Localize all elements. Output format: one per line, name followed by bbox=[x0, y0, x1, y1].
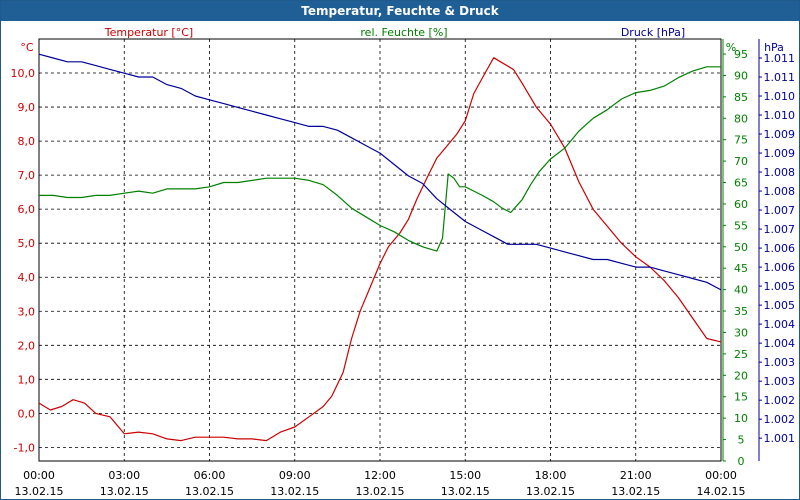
x-tick-time-label: 00:00 bbox=[23, 469, 55, 482]
pressure-tick-label: 1.006 bbox=[764, 261, 796, 274]
humidity-tick-label: 25 bbox=[734, 348, 748, 361]
humidity-tick-label: 80 bbox=[734, 112, 748, 125]
pressure-tick-label: 1.001 bbox=[764, 432, 796, 445]
humidity-tick-label: 15 bbox=[734, 391, 748, 404]
pressure-tick-label: 1.002 bbox=[764, 394, 796, 407]
temperature-tick-label: 2,0 bbox=[18, 339, 36, 352]
pressure-tick-label: 1.010 bbox=[764, 90, 796, 103]
temperature-tick-label: 9,0 bbox=[18, 101, 36, 114]
x-tick-time-label: 21:00 bbox=[620, 469, 652, 482]
humidity-tick-label: 30 bbox=[734, 326, 748, 339]
temperature-tick-label: 0,0 bbox=[18, 407, 36, 420]
pressure-tick-label: 1.005 bbox=[764, 299, 796, 312]
x-tick-date-label: 14.02.15 bbox=[697, 485, 746, 498]
temperature-series-label: Temperatur [°C] bbox=[104, 26, 193, 39]
humidity-tick-label: 10 bbox=[734, 412, 748, 425]
temperature-tick-label: 7,0 bbox=[18, 169, 36, 182]
x-tick-date-label: 13.02.15 bbox=[356, 485, 405, 498]
temperature-tick-label: 6,0 bbox=[18, 203, 36, 216]
humidity-tick-label: 55 bbox=[734, 219, 748, 232]
humidity-tick-label: 50 bbox=[734, 241, 748, 254]
pressure-tick-label: 1.004 bbox=[764, 318, 796, 331]
series-line-humidity bbox=[39, 66, 721, 252]
pressure-tick-label: 1.011 bbox=[764, 52, 796, 65]
x-tick-time-label: 18:00 bbox=[535, 469, 567, 482]
humidity-series-label: rel. Feuchte [%] bbox=[360, 26, 447, 39]
pressure-tick-label: 1.008 bbox=[764, 166, 796, 179]
humidity-tick-label: 95 bbox=[734, 48, 748, 61]
humidity-tick-label: 70 bbox=[734, 155, 748, 168]
temperature-tick-label: 5,0 bbox=[18, 237, 36, 250]
x-tick-time-label: 00:00 bbox=[705, 469, 737, 482]
humidity-tick-label: 60 bbox=[734, 198, 748, 211]
humidity-tick-label: 85 bbox=[734, 91, 748, 104]
pressure-tick-label: 1.007 bbox=[764, 223, 796, 236]
pressure-tick-label: 1.009 bbox=[764, 128, 796, 141]
x-tick-time-label: 09:00 bbox=[279, 469, 311, 482]
humidity-tick-label: 65 bbox=[734, 177, 748, 190]
temperature-tick-label: 3,0 bbox=[18, 305, 36, 318]
pressure-unit-label: hPa bbox=[764, 41, 784, 54]
pressure-tick-label: 1.003 bbox=[764, 375, 796, 388]
x-tick-date-label: 13.02.15 bbox=[100, 485, 149, 498]
x-tick-time-label: 03:00 bbox=[108, 469, 140, 482]
x-tick-date-label: 13.02.15 bbox=[15, 485, 64, 498]
temperature-tick-label: 4,0 bbox=[18, 271, 36, 284]
temperature-tick-label: 1,0 bbox=[18, 373, 36, 386]
humidity-tick-label: 90 bbox=[734, 69, 748, 82]
humidity-tick-label: 75 bbox=[734, 134, 748, 147]
pressure-tick-label: 1.009 bbox=[764, 147, 796, 160]
humidity-unit-label: % bbox=[726, 41, 736, 54]
series-line-temperature bbox=[38, 57, 722, 442]
pressure-tick-label: 1.005 bbox=[764, 280, 796, 293]
chart-title: Temperatur, Feuchte & Druck bbox=[1, 1, 799, 21]
x-tick-date-label: 13.02.15 bbox=[441, 485, 490, 498]
x-tick-time-label: 15:00 bbox=[449, 469, 481, 482]
temperature-tick-label: 10,0 bbox=[11, 67, 36, 80]
pressure-tick-label: 1.011 bbox=[764, 71, 796, 84]
humidity-tick-label: 20 bbox=[734, 369, 748, 382]
x-tick-date-label: 13.02.15 bbox=[526, 485, 575, 498]
temperature-tick-label: 8,0 bbox=[18, 135, 36, 148]
x-tick-time-label: 06:00 bbox=[194, 469, 226, 482]
humidity-tick-label: 45 bbox=[734, 262, 748, 275]
temperature-unit-label: °C bbox=[20, 41, 34, 54]
temperature-tick-label: -1,0 bbox=[14, 441, 35, 454]
x-tick-date-label: 13.02.15 bbox=[270, 485, 319, 498]
pressure-tick-label: 1.003 bbox=[764, 356, 796, 369]
pressure-tick-label: 1.002 bbox=[764, 413, 796, 426]
pressure-tick-label: 1.010 bbox=[764, 109, 796, 122]
x-tick-date-label: 13.02.15 bbox=[185, 485, 234, 498]
series-line-pressure bbox=[38, 53, 722, 291]
x-tick-time-label: 12:00 bbox=[364, 469, 396, 482]
pressure-tick-label: 1.004 bbox=[764, 337, 796, 350]
x-tick-date-label: 13.02.15 bbox=[611, 485, 660, 498]
pressure-tick-label: 1.006 bbox=[764, 242, 796, 255]
pressure-tick-label: 1.008 bbox=[764, 185, 796, 198]
pressure-series-label: Druck [hPa] bbox=[621, 26, 685, 39]
humidity-tick-label: 0 bbox=[738, 455, 745, 468]
humidity-tick-label: 5 bbox=[738, 434, 745, 447]
humidity-tick-label: 35 bbox=[734, 305, 748, 318]
pressure-tick-label: 1.007 bbox=[764, 204, 796, 217]
humidity-tick-label: 40 bbox=[734, 284, 748, 297]
